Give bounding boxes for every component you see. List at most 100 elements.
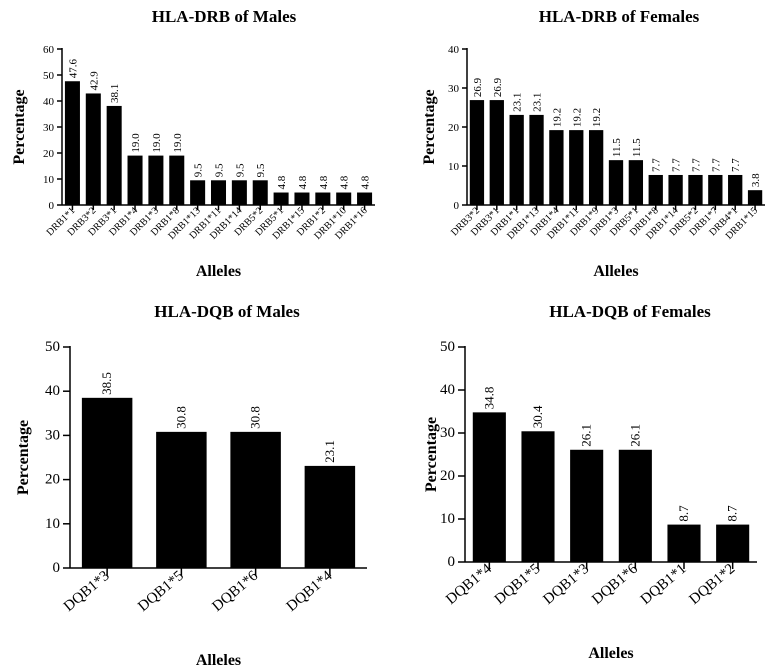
bar-value-label: 26.9: [472, 77, 484, 97]
y-tick-label: 60: [43, 44, 55, 56]
x-category-label: DQB1*3: [61, 568, 113, 615]
bar-value-label: 42.9: [88, 71, 100, 91]
bar: [588, 130, 604, 205]
bar-value-label: 38.5: [99, 372, 114, 395]
bar: [210, 180, 227, 205]
y-tick-label: 10: [45, 516, 60, 532]
bar: [127, 155, 143, 205]
bar: [64, 81, 80, 205]
bar: [728, 174, 743, 205]
bar-value-label: 30.8: [173, 406, 188, 429]
bar-value-label: 34.8: [481, 387, 496, 410]
bar: [509, 114, 524, 205]
y-tick-label: 40: [440, 382, 455, 398]
x-axis-title: Alleles: [593, 263, 638, 280]
y-tick-label: 50: [440, 339, 455, 355]
x-category-label: DQB1*1: [638, 561, 690, 608]
y-tick-label: 0: [49, 200, 55, 212]
x-category-label: DQB1*5: [492, 561, 544, 608]
chart-dqb-females: HLA-DQB of Females 0 10 20 30 40 50 Percentage 3…: [423, 302, 757, 662]
bar-value-label: 19.0: [130, 133, 142, 153]
chart-title: HLA-DQB of Females: [549, 302, 711, 321]
bar-value-label: 4.8: [360, 175, 372, 189]
bar-value-label: 7.7: [671, 158, 683, 172]
bar-value-label: 8.7: [725, 505, 740, 522]
bar: [315, 192, 331, 205]
bar: [472, 412, 506, 562]
bar: [148, 155, 164, 205]
bar: [357, 192, 373, 205]
bar-value-label: 4.8: [318, 175, 330, 189]
y-tick-label: 40: [43, 96, 55, 108]
bar-value-label: 47.6: [67, 58, 79, 78]
bar: [106, 105, 122, 205]
bar-value-label: 3.8: [750, 173, 762, 187]
y-axis-title: Percentage: [15, 420, 32, 495]
bar-value-label: 38.1: [109, 84, 121, 103]
y-axis-title: Percentage: [423, 417, 440, 492]
bar: [190, 180, 206, 205]
bar: [469, 100, 485, 205]
y-tick-label: 40: [45, 383, 60, 399]
bar: [608, 160, 624, 205]
y-axis-title: Percentage: [421, 89, 438, 164]
x-category-label: DQB1*5: [135, 568, 187, 615]
bar: [156, 431, 207, 568]
bar-value-label: 19.2: [571, 108, 583, 127]
bar: [169, 155, 185, 205]
y-tick-label: 10: [440, 511, 455, 527]
bar: [549, 130, 564, 205]
y-tick-label: 30: [43, 122, 55, 134]
y-tick-label: 0: [53, 560, 61, 576]
bar-value-label: 4.8: [297, 175, 309, 189]
y-tick-label: 10: [43, 174, 55, 186]
chart-title: HLA-DQB of Males: [154, 302, 300, 321]
y-tick-label: 20: [448, 122, 460, 134]
bar: [529, 114, 544, 205]
chart-title: HLA-DRB of Females: [539, 7, 700, 26]
bar-value-label: 8.7: [676, 505, 691, 522]
y-tick-label: 30: [448, 83, 460, 95]
x-axis-title: Alleles: [196, 652, 241, 669]
bar-value-label: 9.5: [234, 163, 246, 177]
bar: [304, 465, 356, 568]
y-tick-label: 50: [43, 70, 55, 82]
x-axis-title: Alleles: [196, 263, 241, 280]
chart-title: HLA-DRB of Males: [152, 7, 297, 26]
bar-value-label: 19.0: [172, 133, 184, 153]
bar-value-label: 11.5: [631, 138, 643, 157]
bar: [618, 449, 652, 562]
x-category-label: DQB1*3: [540, 561, 592, 608]
y-tick-label: 10: [448, 161, 460, 173]
chart-dqb-males: HLA-DQB of Males 0 10 20 30 40 50 Percentage 38.…: [15, 302, 367, 669]
bar-value-label: 19.0: [151, 133, 163, 153]
bar-value-label: 26.9: [492, 77, 504, 97]
y-tick-label: 40: [448, 44, 460, 56]
y-tick-label: 30: [440, 425, 455, 441]
bar: [667, 524, 701, 562]
chart-drb-females: HLA-DRB of Females 0 10 20 30 40 Percentage 26.…: [421, 7, 765, 280]
y-tick-label: 50: [45, 339, 60, 355]
y-tick-label: 30: [45, 427, 60, 443]
bar-value-label: 4.8: [339, 175, 351, 189]
bar: [231, 180, 247, 205]
bar: [81, 397, 133, 568]
bar: [688, 174, 703, 205]
bar-value-label: 9.5: [214, 163, 226, 177]
bar: [521, 431, 555, 562]
bar-value-label: 19.2: [551, 108, 563, 127]
bar-value-label: 19.2: [591, 108, 603, 127]
bar: [648, 174, 663, 205]
bar: [570, 449, 604, 562]
bar-value-label: 7.7: [730, 158, 742, 172]
y-tick-label: 20: [43, 148, 55, 160]
bar: [668, 174, 683, 205]
x-category-label: DQB1*6: [209, 567, 261, 614]
bar-value-label: 11.5: [611, 138, 623, 157]
bar: [628, 160, 644, 205]
bar-value-label: 7.7: [690, 158, 702, 172]
bar: [230, 431, 281, 568]
bar: [252, 180, 268, 205]
bar: [489, 100, 504, 205]
y-axis-title: Percentage: [11, 89, 28, 164]
